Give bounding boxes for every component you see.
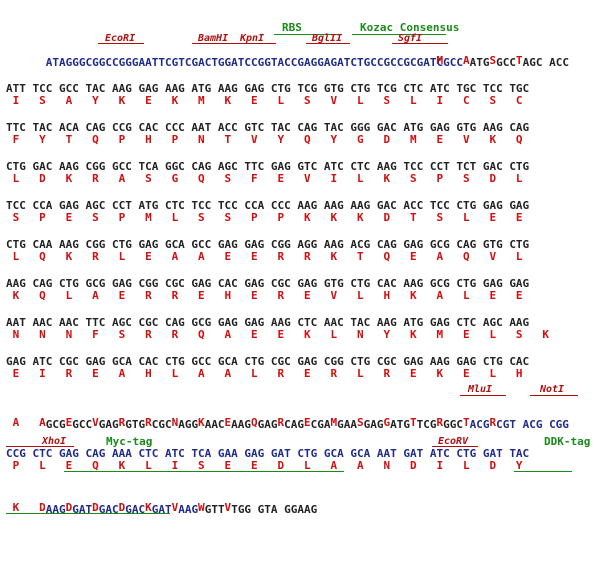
annotation-mlui: MluI	[468, 384, 493, 395]
kpni-underline	[236, 43, 276, 44]
ecorv-underline	[432, 446, 478, 447]
dna-leader: ATAGGGCGGCCGGGAATTCGTCGACTGGATCCGGTACCGA…	[45, 56, 463, 69]
ddk-tag-underline-1	[514, 471, 572, 472]
sequence-row: ATT TCC GCC TAC AAG GAG AAG ATG AAG GAG …	[6, 82, 596, 110]
dna-tail-black: GTT TGG GTA GGAAG	[198, 503, 318, 516]
sgfi-underline	[392, 43, 448, 44]
annotation-sgfi: SgfI	[398, 33, 423, 44]
bamhi-underline	[192, 43, 238, 44]
aa-line: K Q L A E R R E H E R E V L H K A L E E	[6, 289, 523, 302]
xhoi-underline	[6, 446, 74, 447]
dna-line: CTG CAA AAG CGG CTG GAG GCA GCC GAG GAG …	[6, 238, 530, 251]
sequence-row: CTG CAA AAG CGG CTG GAG GCA GCC GAG GAG …	[6, 238, 596, 266]
sequence-row: TTC TAC ACA CAG CCG CAC CCC AAT ACC GTC …	[6, 121, 596, 149]
rbs-underline	[274, 34, 338, 35]
annotation-rbs: RBS	[282, 21, 302, 34]
ecori-underline	[98, 43, 144, 44]
annotation-bglii: BglII	[312, 33, 343, 44]
aa-line: S P E S P M L S S P P K K K D T S L E E	[6, 211, 523, 224]
sequence-row: AAG CAG CTG GCG GAG CGG CGC GAG CAC GAG …	[6, 277, 596, 305]
annotation-ecorv: EcoRV	[438, 436, 469, 447]
dna-ddk-blue: AAG GAT GAC GAC GAT AAG	[45, 503, 199, 516]
dna-line: GAG ATC CGC GAG GCA CAC CTG GCC GCA CTG …	[6, 355, 530, 368]
sequence-row-myc: XhoI Myc-tag EcoRV DDK-tag CCG CTC GAG C…	[6, 435, 596, 472]
aa-line: N N N F S R R Q A E E K L N Y K M E L S …	[6, 328, 550, 341]
aa-line-mlu: A A E V R R N K E Q R E M S G T R T R	[6, 416, 497, 429]
dna-line: ATT TCC GCC TAC AAG GAG AAG ATG AAG GAG …	[6, 82, 530, 95]
annotation-noti: NotI	[540, 384, 565, 395]
annotation-header: RBS Kozac Consensus EcoRI BamHI KpnI Bgl…	[6, 0, 596, 44]
myc-tag-underline	[64, 471, 344, 472]
dna-mlu-blue: ACG CGT ACG CGG	[469, 418, 569, 431]
dna-line: CTG GAC AAG CGG GCC TCA GGC CAG AGC TTC …	[6, 160, 530, 173]
dna-start-codons: ATG GCC AGC ACC	[462, 56, 569, 69]
annotation-ecori: EcoRI	[105, 33, 136, 44]
sequence-row-mlu: MluI NotI GCG GCC GAG GTG CGC AGG AAC AA…	[6, 384, 596, 431]
dna-line: AAG CAG CTG GCG GAG CGG CGC GAG CAC GAG …	[6, 277, 530, 290]
sequence-row: AAT AAC AAC TTC AGC CGC CAG GCG GAG GAG …	[6, 316, 596, 344]
annotation-bamhi: BamHI	[198, 33, 229, 44]
sequence-row-last: AAG GAT GAC GAC GAT AAG GTT TGG GTA GGAA…	[6, 489, 596, 523]
annotation-kozac: Kozac Consensus	[360, 21, 460, 34]
aa-line-myc: P L E Q K L I S E E D L A A N D I L D Y	[6, 459, 523, 472]
ddk-tag-underline-2	[6, 513, 170, 514]
dna-line: TCC CCA GAG AGC CCT ATG CTC TCC TCC CCA …	[6, 199, 530, 212]
noti-underline	[530, 395, 578, 396]
aa-line-last: K D D D D K V W V	[6, 501, 232, 514]
sequence-row: GAG ATC CGC GAG GCA CAC CTG GCC GCA CTG …	[6, 355, 596, 383]
aa-line: L Q K R L E A A E E R R K T Q E A Q V L	[6, 250, 523, 263]
aa-line: I S A Y K E K M K E L S V L S L I C S C	[6, 94, 523, 107]
aa-line: E I R E A H L A A L R E R L R E K E L H	[6, 367, 523, 380]
annotation-myc: Myc-tag	[106, 435, 153, 448]
dna-myc: CCG CTC GAG CAG AAA CTC ATC TCA GAA GAG …	[6, 447, 530, 460]
sequence-row: TCC CCA GAG AGC CCT ATG CTC TCC TCC CCA …	[6, 199, 596, 227]
sequence-row: CTG GAC AAG CGG GCC TCA GGC CAG AGC TTC …	[6, 160, 596, 188]
sequence-row-header: ATAGGGCGGCCGGGAATTCGTCGACTGGATCCGGTACCGA…	[6, 42, 596, 70]
dna-mlu-black: GCG GCC GAG GTG CGC AGG AAC AAG GAG CAG …	[45, 418, 470, 431]
kozac-underline	[352, 34, 446, 35]
mlui-underline	[460, 395, 506, 396]
bglii-underline	[306, 43, 350, 44]
dna-line: AAT AAC AAC TTC AGC CGC CAG GCG GAG GAG …	[6, 316, 530, 329]
annotation-ddk: DDK-tag	[544, 435, 591, 448]
annotation-kpni: KpnI	[240, 33, 265, 44]
annotation-xhoi: XhoI	[42, 436, 67, 447]
aa-line: L D K R A S G Q S F E V I L K S P S D L	[6, 172, 523, 185]
aa-line: F Y T Q P H P N T V Y Q Y G D M E V K Q	[6, 133, 523, 146]
aa-line-header: M A S T	[6, 54, 523, 67]
dna-line: TTC TAC ACA CAG CCG CAC CCC AAT ACC GTC …	[6, 121, 530, 134]
